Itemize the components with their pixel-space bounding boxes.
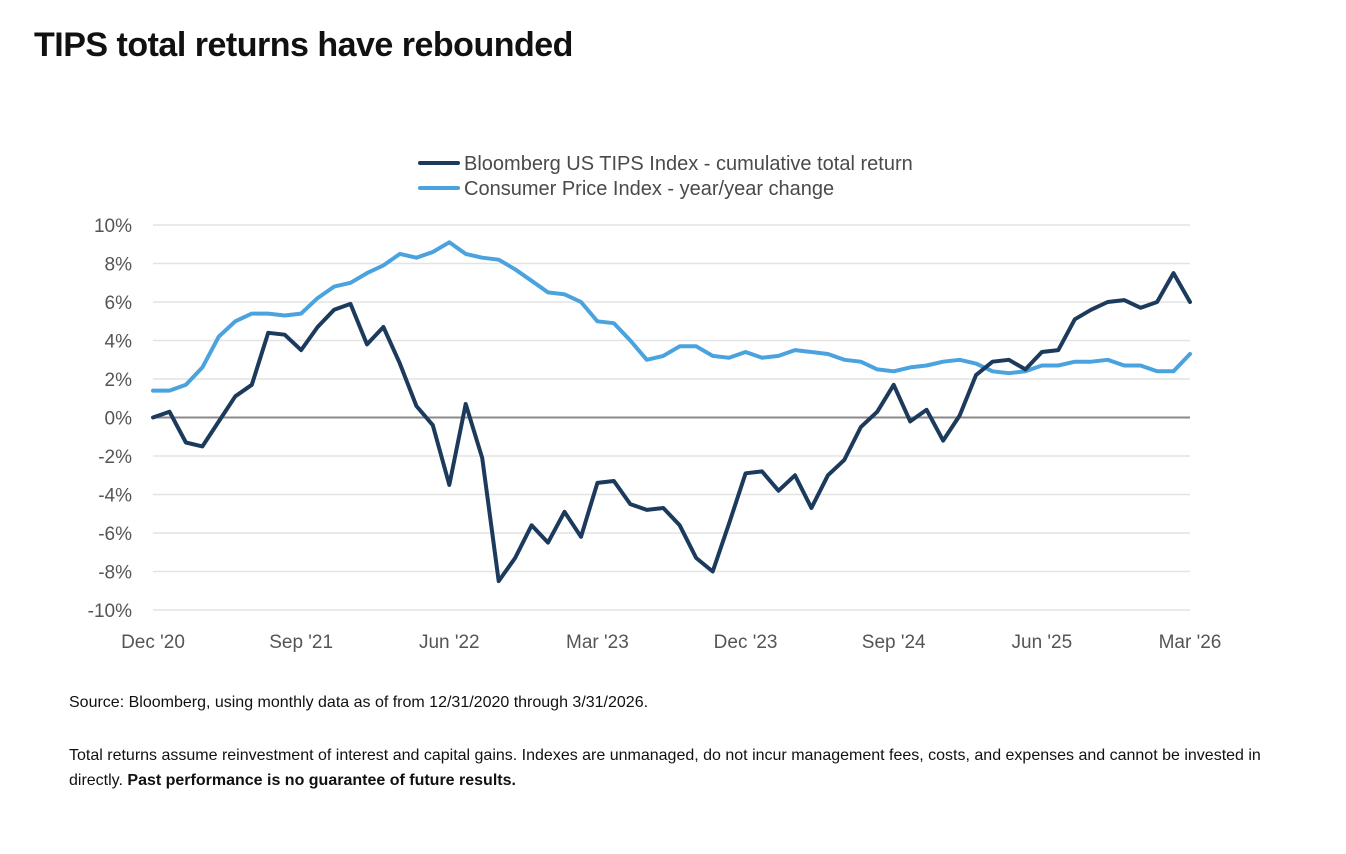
disclaimer: Total returns assume reinvestment of int… (69, 743, 1269, 793)
series-line-cpi (151, 240, 1192, 393)
disclaimer-text: Total returns assume reinvestment of int… (69, 747, 1261, 789)
y-tick-label: -6% (98, 524, 132, 545)
y-tick-label: 8% (105, 255, 133, 276)
y-axis: 10% 8% 6% 4% 2% 0% -2% -4% -6% -8% -10% (88, 216, 132, 622)
x-tick-label: Jun '22 (419, 632, 480, 653)
chart-legend: Bloomberg US TIPS Index - cumulative tot… (418, 153, 913, 200)
y-tick-label: 0% (105, 409, 133, 430)
source-note: Source: Bloomberg, using monthly data as… (69, 694, 649, 711)
y-tick-label: -10% (88, 601, 132, 622)
x-tick-label: Jun '25 (1012, 632, 1073, 653)
x-tick-label: Mar '26 (1159, 632, 1222, 653)
x-tick-label: Mar '23 (566, 632, 629, 653)
y-tick-label: 6% (105, 293, 133, 314)
y-tick-label: 4% (105, 332, 133, 353)
x-tick-label: Dec '23 (714, 632, 778, 653)
x-axis: Dec '20 Sep '21 Jun '22 Mar '23 Dec '23 Sep '… (121, 632, 1221, 653)
gridlines (153, 224, 1190, 611)
disclaimer-bold: Past performance is no guarantee of futu… (127, 772, 516, 789)
x-tick-label: Sep '24 (862, 632, 926, 653)
y-tick-label: 2% (105, 370, 133, 391)
x-tick-label: Sep '21 (269, 632, 333, 653)
y-tick-label: -8% (98, 563, 132, 584)
series-line-tips (151, 271, 1192, 584)
y-tick-label: 10% (94, 216, 132, 237)
legend-label-cpi: Consumer Price Index - year/year change (464, 178, 834, 200)
legend-label-tips: Bloomberg US TIPS Index - cumulative tot… (464, 153, 913, 175)
page-title: TIPS total returns have rebounded (34, 26, 573, 64)
tips-cpi-line-chart: Bloomberg US TIPS Index - cumulative tot… (88, 153, 1222, 653)
x-tick-label: Dec '20 (121, 632, 185, 653)
y-tick-label: -2% (98, 447, 132, 468)
series-lines (151, 240, 1192, 584)
y-tick-label: -4% (98, 486, 132, 507)
